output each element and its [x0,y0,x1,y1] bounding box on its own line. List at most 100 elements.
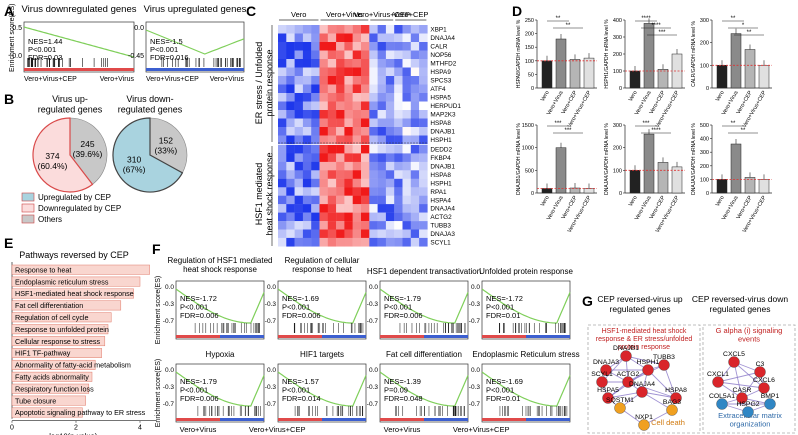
heatmap-cell [419,127,428,136]
network-edge-left [663,364,677,399]
network-title-line: CEP reversed-virus down [692,294,788,304]
gsea-f-title-line: HSF1 dependent transactivation [367,267,481,276]
heatmap-cell [385,93,395,102]
heatmap-cell [286,76,295,85]
heatmap-block-label-line: protein response [264,49,274,116]
heatmap-cell [278,229,287,239]
heatmap-block-label-line: ER stress / Unfolded [254,42,264,125]
heatmap-cell [410,229,420,239]
heatmap-cell [336,101,345,111]
heatmap-cell [377,135,387,145]
gsea-f-rankbar-blue [220,335,264,338]
heatmap-cell [286,221,295,230]
heatmap-cell [361,161,370,171]
heatmap-cell [361,170,370,179]
heatmap-cell [369,135,378,145]
heatmap-cell [369,161,378,171]
pathway-bar [11,336,106,347]
heatmap-cell [344,145,353,154]
heatmap-cell [394,170,403,179]
heatmap-cell [302,76,312,85]
heatmap-cell [352,221,362,230]
heatmap-cell [361,187,370,196]
heatmap-cell [419,161,428,171]
heatmap-cell [294,50,304,60]
heatmap-cell [319,118,328,128]
gsea-f-frame [277,363,367,423]
gsea-f-title-line: Hypoxia [206,350,235,359]
heatmap-cell [327,161,337,171]
network-edge-right [733,361,743,399]
heatmap-cell [294,135,304,145]
bar-ylabel: DNAJA4/GAPDH mRNA level % [604,123,610,195]
heatmap-cell [319,110,328,119]
heatmap-gene-label: SCYL1 [430,240,451,247]
heatmap-cell [394,127,403,136]
heatmap-cell [402,145,411,154]
heatmap-cell [352,195,362,205]
gsea-f-rankbar-red [380,418,424,421]
heatmap-cell [369,178,378,188]
gsea-a-ytick: -0.45 [128,53,144,60]
heatmap-cell [402,118,411,128]
bar [569,187,581,194]
heatmap-cell [352,50,362,60]
legend-swatch [21,214,35,224]
heatmap-cell [352,153,362,163]
heatmap-cell [410,118,420,128]
gsea-a-rankbar [146,68,244,71]
heatmap-cell [344,127,353,136]
bar-tick-label: 400 [613,18,622,24]
pie-pct: (60.4%) [38,161,68,171]
heatmap-cell [369,25,378,34]
heatmap-cell [385,84,395,94]
gsea-f-rankbar-red [278,418,322,421]
pathways-tick-label: 2 [74,425,78,432]
heatmap-cell [410,170,420,179]
heatmap-cell [311,187,320,196]
bar-tick-label: 0 [531,86,534,92]
gsea-f-title-line: Endoplasmic Reticulum stress [472,350,579,359]
heatmap-cell [294,25,304,34]
network-title-line: regulated genes [710,304,771,314]
heatmap-cell [344,161,353,171]
pathway-label: Tube closure [15,396,56,405]
network-edge-left [627,381,677,399]
heatmap-cell [278,145,287,154]
bar-ylabel: HSPA8/GAPDH mRNA level % [516,19,522,88]
gsea-f-rankbar-blue [526,335,570,338]
gsea-f-rankbar-blue [220,418,264,421]
heatmap-cell [369,118,378,128]
heatmap-cell [402,229,411,239]
heatmap-cell [402,170,411,179]
heatmap-cell [286,59,295,68]
bar [643,23,655,89]
heatmap-cell [419,204,428,213]
heatmap-cell [336,178,345,188]
heatmap-cell [286,187,295,196]
sig-marker: *** [642,121,650,127]
bar [555,38,567,89]
heatmap-cell [327,25,337,34]
heatmap-cell [311,67,320,77]
heatmap-cell [319,221,328,230]
heatmap-cell [419,221,428,230]
bar-tick-label: 0 [619,86,622,92]
heatmap-cell [402,110,411,119]
heatmap-cell [302,170,312,179]
gsea-f-title-line: heat shock response [183,265,257,274]
gsea-f-ytick: 0.0 [165,284,174,291]
heatmap-cell [419,110,428,119]
gsea-a-ytick: 0.0 [134,25,144,32]
heatmap-cell [286,195,295,205]
heatmap-cell [294,118,304,128]
gsea-f-frame [175,363,265,423]
heatmap-cell [419,195,428,205]
heatmap-cell [286,229,295,239]
pie-count: 374 [45,151,59,161]
heatmap-cell [369,42,378,51]
heatmap-cell [302,195,312,205]
bar [730,143,742,194]
pie-slice [32,117,94,193]
heatmap-cell [302,178,312,188]
